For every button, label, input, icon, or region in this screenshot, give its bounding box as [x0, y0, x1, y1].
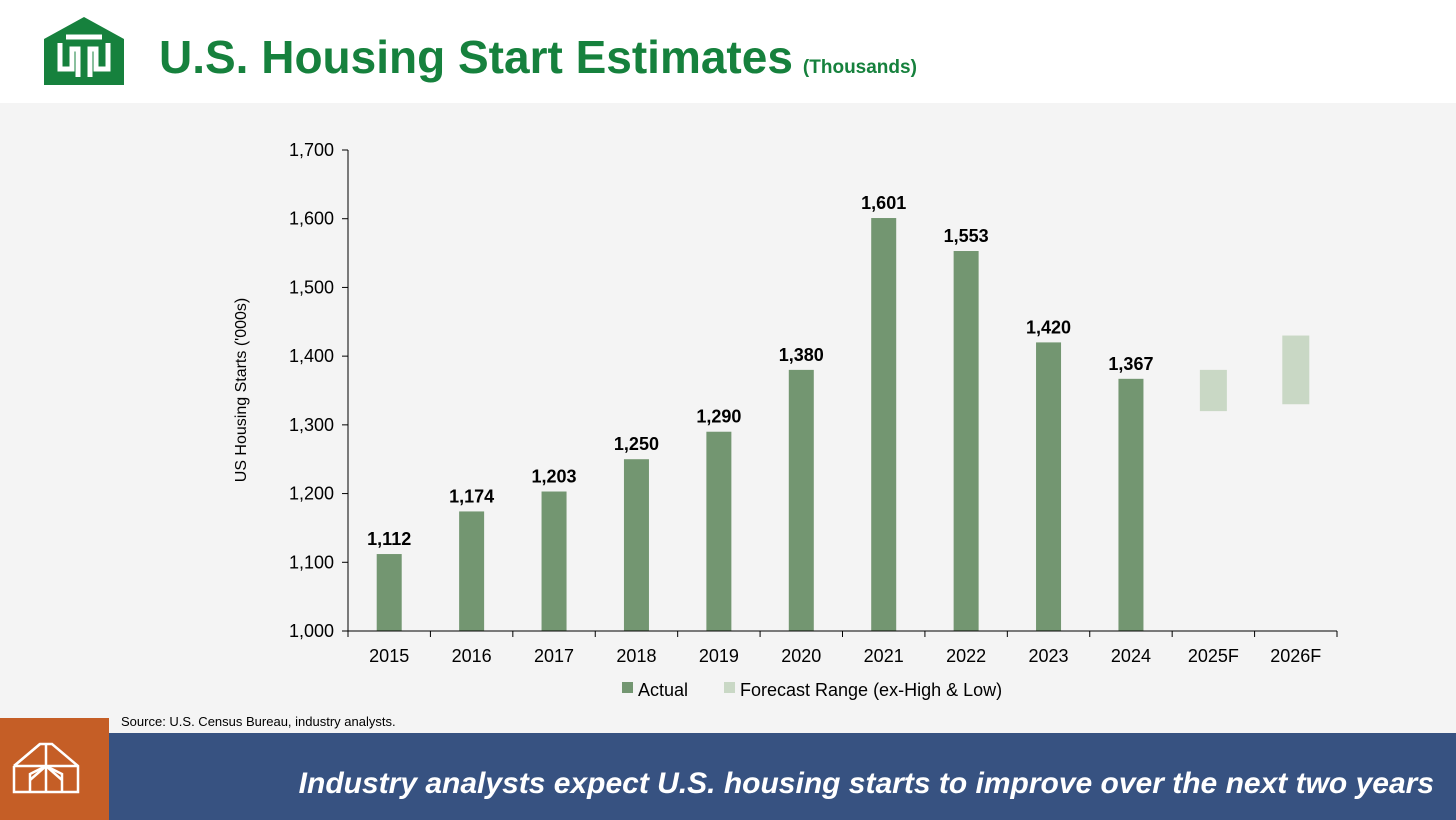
page-title: U.S. Housing Start Estimates (Thousands): [159, 28, 917, 97]
x-tick-label: 2015: [369, 646, 409, 666]
data-label-2024: 1,367: [1108, 354, 1153, 374]
footer-banner: Industry analysts expect U.S. housing st…: [109, 733, 1456, 820]
bar-actual-2017: [541, 491, 567, 631]
x-tick-label: 2018: [616, 646, 656, 666]
bar-actual-2018: [623, 459, 649, 631]
x-tick-label: 2021: [864, 646, 904, 666]
bar-actual-2022: [953, 251, 979, 631]
y-axis-title: US Housing Starts ('000s): [233, 298, 250, 482]
legend-swatch-forecast: [724, 682, 735, 693]
data-label-2015: 1,112: [367, 529, 411, 549]
company-logo-icon: [44, 17, 124, 85]
bar-actual-2015: [376, 554, 402, 631]
legend-label-actual: Actual: [638, 680, 688, 700]
bar-actual-2016: [459, 511, 485, 631]
footer-message: Industry analysts expect U.S. housing st…: [298, 767, 1434, 800]
title-unit: (Thousands): [802, 57, 917, 78]
x-tick-label: 2017: [534, 646, 574, 666]
title-text: U.S. Housing Start Estimates: [159, 31, 793, 83]
x-tick-label: 2024: [1111, 646, 1151, 666]
bar-forecast-2025F: [1199, 369, 1227, 412]
data-label-2021: 1,601: [861, 193, 906, 213]
bar-forecast-2026F: [1282, 335, 1310, 405]
data-label-2019: 1,290: [696, 407, 741, 427]
bar-actual-2024: [1118, 378, 1144, 631]
x-tick-label: 2022: [946, 646, 986, 666]
y-tick-label: 1,500: [289, 277, 334, 297]
bar-actual-2023: [1036, 342, 1062, 631]
y-tick-label: 1,400: [289, 346, 334, 366]
data-label-2018: 1,250: [614, 434, 659, 454]
y-tick-label: 1,700: [289, 140, 334, 160]
y-tick-label: 1,300: [289, 415, 334, 435]
data-label-2017: 1,203: [532, 467, 577, 487]
data-label-2020: 1,380: [779, 345, 824, 365]
legend-swatch-actual: [622, 682, 633, 693]
x-tick-label: 2023: [1029, 646, 1069, 666]
data-label-2023: 1,420: [1026, 317, 1071, 337]
greenhouse-icon: [12, 742, 80, 794]
y-tick-label: 1,200: [289, 484, 334, 504]
x-tick-label: 2020: [781, 646, 821, 666]
housing-starts-chart: 1,000 1,100 1,200 1,300 1,400 1,500 1,600 1,700…: [233, 140, 1338, 700]
footer-icon-box: [0, 718, 109, 820]
x-tick-label: 2026F: [1270, 646, 1321, 666]
source-note: Source: U.S. Census Bureau, industry ana…: [121, 714, 396, 729]
x-tick-label: 2025F: [1188, 646, 1239, 666]
y-tick-label: 1,000: [289, 621, 334, 641]
legend-label-forecast: Forecast Range (ex-High & Low): [740, 680, 1002, 700]
y-tick-label: 1,600: [289, 209, 334, 229]
bar-actual-2019: [706, 431, 732, 631]
header: U.S. Housing Start Estimates (Thousands): [0, 0, 1456, 103]
y-tick-label: 1,100: [289, 552, 334, 572]
data-label-2016: 1,174: [449, 486, 494, 506]
x-tick-label: 2016: [452, 646, 492, 666]
bar-actual-2021: [871, 218, 897, 631]
x-tick-label: 2019: [699, 646, 739, 666]
data-label-2022: 1,553: [944, 226, 989, 246]
chart-area: 1,000 1,100 1,200 1,300 1,400 1,500 1,600 1,700…: [0, 103, 1456, 733]
bar-actual-2020: [788, 369, 814, 631]
